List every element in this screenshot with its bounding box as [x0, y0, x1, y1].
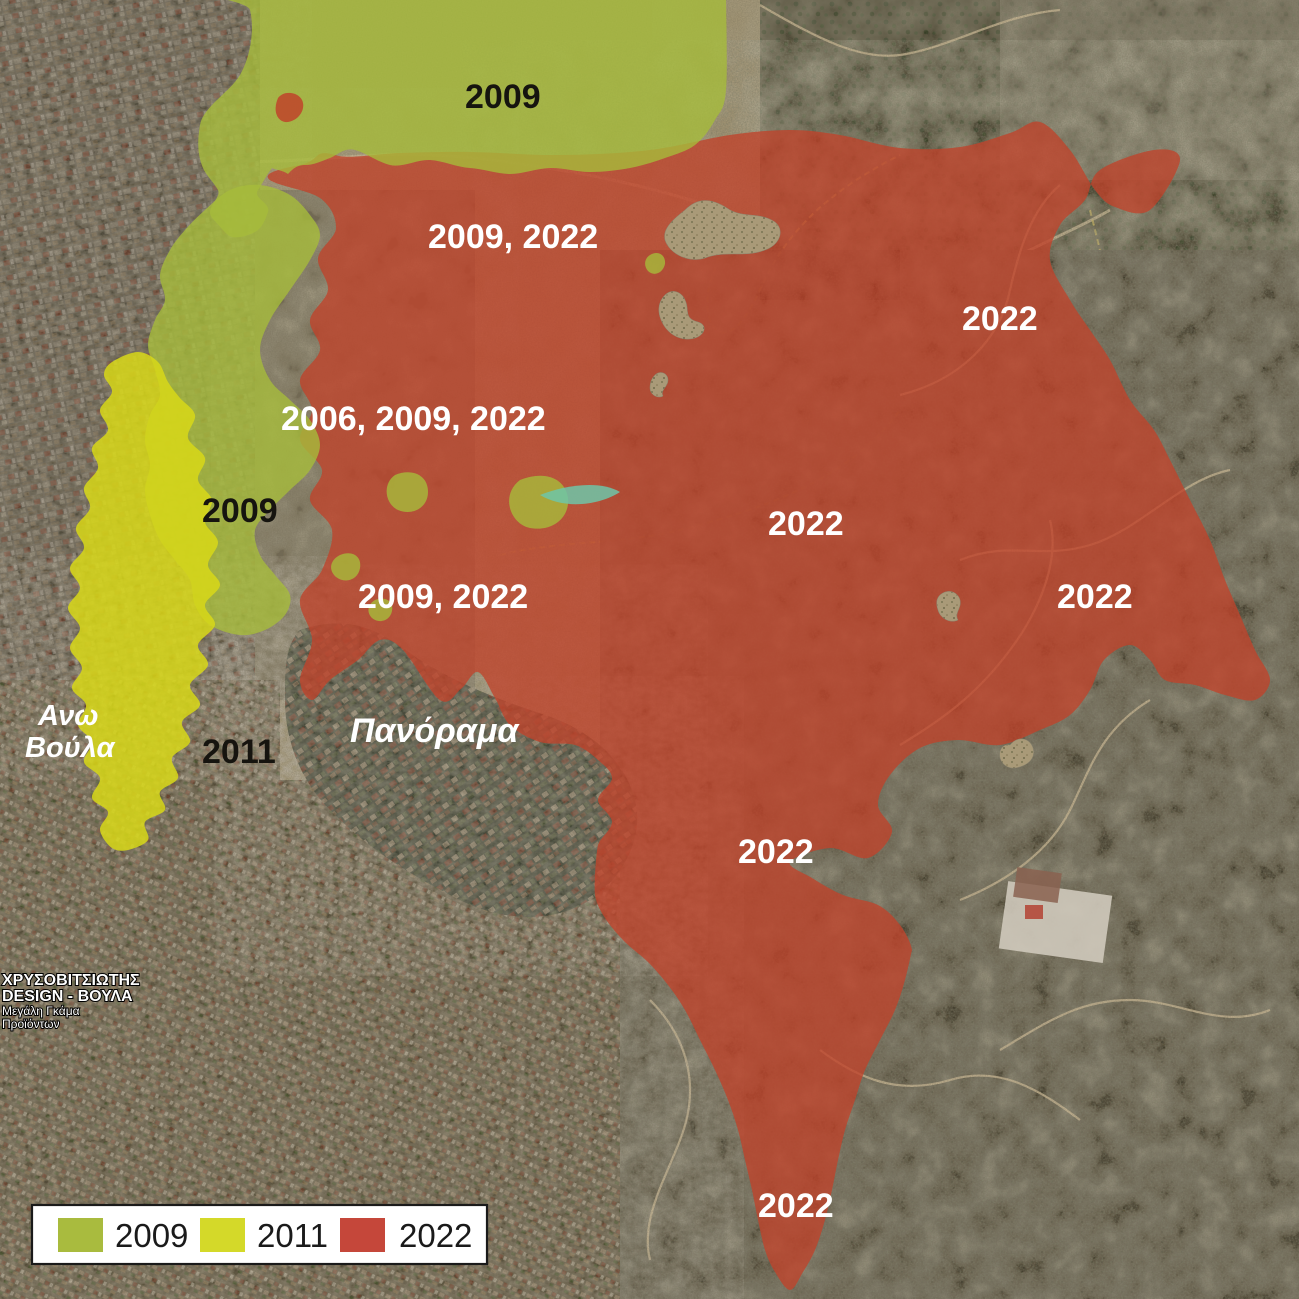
svg-text:Προϊόντων: Προϊόντων [2, 1017, 59, 1031]
svg-text:Βούλα: Βούλα [25, 732, 116, 764]
svg-text:2011: 2011 [257, 1217, 328, 1254]
svg-text:Πανόραμα: Πανόραμα [350, 712, 520, 750]
svg-text:2022: 2022 [758, 1187, 834, 1225]
svg-text:2022: 2022 [1057, 578, 1133, 616]
svg-text:2022: 2022 [768, 505, 844, 543]
svg-text:2022: 2022 [738, 833, 814, 871]
svg-text:2009: 2009 [202, 492, 278, 530]
svg-text:2022: 2022 [962, 300, 1038, 338]
svg-text:Μεγάλη Γκάμα: Μεγάλη Γκάμα [2, 1004, 80, 1018]
svg-text:Ανω: Ανω [37, 700, 98, 732]
svg-text:2009, 2022: 2009, 2022 [428, 218, 598, 256]
svg-text:2009, 2022: 2009, 2022 [358, 578, 528, 616]
svg-text:2006, 2009, 2022: 2006, 2009, 2022 [281, 400, 546, 438]
svg-text:2011: 2011 [202, 733, 276, 771]
svg-text:2009: 2009 [115, 1217, 188, 1254]
svg-text:ΧΡΥΣΟΒΙΤΣΙΩΤΗΣ: ΧΡΥΣΟΒΙΤΣΙΩΤΗΣ [2, 972, 140, 989]
svg-text:DESIGN - ΒΟΥΛΑ: DESIGN - ΒΟΥΛΑ [2, 988, 133, 1005]
svg-text:2022: 2022 [399, 1217, 472, 1254]
svg-text:2009: 2009 [465, 78, 541, 116]
